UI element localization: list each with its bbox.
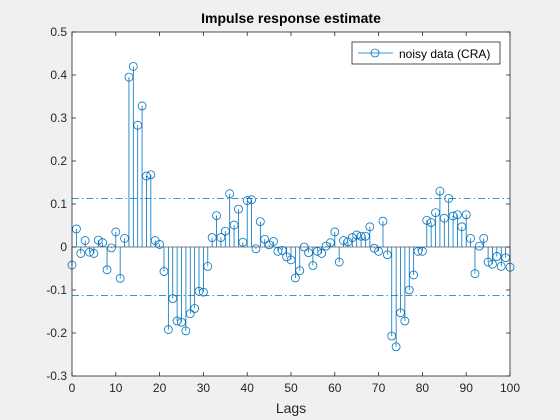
x-axis-ticks: 0 10 20 30 40 50 60 70 80 90 100 <box>69 32 520 395</box>
stem-marker <box>212 211 221 221</box>
y-axis-ticks: -0.3 -0.2 -0.1 0 0.1 0.2 0.3 0.4 0.5 <box>46 25 510 383</box>
stem-series <box>67 62 515 352</box>
stem-marker <box>107 243 116 253</box>
y-tick-label: 0.4 <box>50 68 67 82</box>
x-tick-label: 0 <box>69 381 76 395</box>
x-tick-label: 60 <box>328 381 342 395</box>
stem-marker <box>115 273 125 283</box>
stem-marker <box>203 261 213 271</box>
stem-marker <box>190 304 200 313</box>
stem-marker <box>76 249 86 258</box>
stem-marker <box>185 309 195 319</box>
stem-marker <box>163 325 173 334</box>
stem-marker <box>404 285 414 295</box>
y-tick-label: -0.3 <box>46 369 67 383</box>
stem-marker <box>255 217 265 227</box>
stem-marker <box>444 194 454 203</box>
x-tick-label: 100 <box>500 381 520 395</box>
x-tick-label: 10 <box>109 381 123 395</box>
chart-title: Impulse response estimate <box>201 10 381 26</box>
stem-marker <box>461 210 471 220</box>
stem-marker <box>247 195 256 205</box>
stem-marker <box>273 246 283 256</box>
stem-marker <box>98 238 108 248</box>
stem-marker <box>198 287 208 297</box>
x-axis-label: Lags <box>276 400 306 416</box>
stem-marker <box>181 326 191 336</box>
stem-marker <box>453 210 462 220</box>
legend: noisy data (CRA) <box>351 41 501 65</box>
stem-marker <box>89 249 99 258</box>
stem-marker <box>334 257 344 267</box>
legend-marker <box>370 48 380 58</box>
stem-marker <box>339 236 348 245</box>
stem-marker <box>417 246 427 256</box>
stem-marker <box>295 266 305 276</box>
stem-marker <box>352 230 362 240</box>
stem-marker <box>466 233 475 243</box>
stem-marker <box>435 186 445 196</box>
x-tick-label: 30 <box>197 381 211 395</box>
stem-marker <box>409 270 419 280</box>
stem-marker <box>365 222 375 232</box>
stem-marker <box>102 265 112 275</box>
y-tick-label: -0.2 <box>46 326 67 340</box>
x-tick-label: 90 <box>460 381 474 395</box>
confidence-bounds <box>72 198 510 296</box>
x-tick-label: 20 <box>153 381 167 395</box>
stem-marker <box>146 170 156 180</box>
stem-marker <box>111 227 121 237</box>
stem-marker <box>378 216 388 226</box>
stem-marker <box>330 227 340 237</box>
y-tick-label: 0 <box>60 240 67 254</box>
stem-marker <box>496 261 506 271</box>
stem-marker <box>155 240 165 249</box>
x-tick-label: 80 <box>416 381 430 395</box>
y-tick-label: 0.5 <box>50 25 67 39</box>
legend-label: noisy data (CRA) <box>399 47 490 61</box>
stem-marker <box>308 261 318 270</box>
stem-marker <box>260 234 270 244</box>
legend-box <box>351 41 501 65</box>
x-tick-label: 50 <box>284 381 298 395</box>
stem-marker <box>225 189 235 199</box>
y-tick-label: 0.1 <box>50 197 67 211</box>
plot-area <box>72 32 510 376</box>
x-tick-label: 40 <box>241 381 255 395</box>
stem-marker <box>374 246 384 256</box>
stem-marker <box>80 236 90 245</box>
stem-marker <box>400 316 410 326</box>
stem-marker <box>269 237 278 246</box>
stem-marker <box>137 101 147 111</box>
stem-marker <box>391 342 401 352</box>
y-tick-label: 0.2 <box>50 154 67 168</box>
stem-marker <box>290 273 300 283</box>
x-tick-label: 70 <box>372 381 386 395</box>
stem-marker <box>470 269 480 279</box>
stem-marker <box>251 244 261 254</box>
y-tick-label: 0.3 <box>50 111 67 125</box>
stem-marker <box>479 233 489 243</box>
stem-marker <box>93 235 103 245</box>
stem-marker <box>422 215 432 225</box>
y-tick-label: -0.1 <box>46 283 67 297</box>
stem-marker <box>488 259 497 269</box>
stem-marker <box>234 204 243 214</box>
stem-marker <box>128 62 138 71</box>
stem-marker <box>317 249 327 258</box>
